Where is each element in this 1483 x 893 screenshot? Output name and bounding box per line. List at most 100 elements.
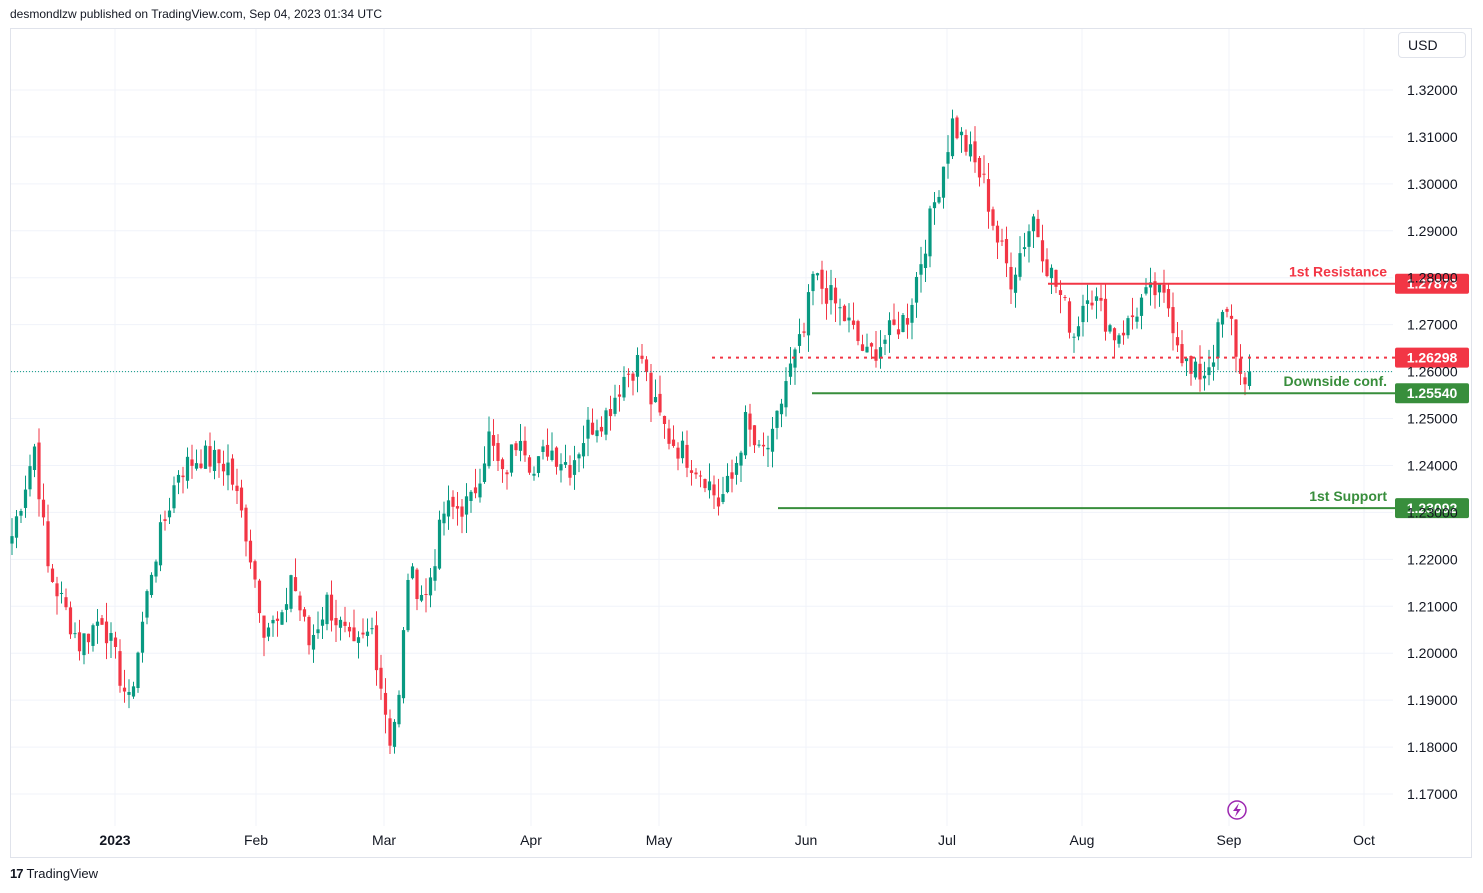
candle-body bbox=[586, 419, 590, 439]
candle bbox=[221, 450, 226, 486]
candle bbox=[842, 304, 847, 322]
candle-body bbox=[1112, 328, 1117, 341]
candle bbox=[230, 454, 235, 491]
candle bbox=[1238, 344, 1243, 386]
candle bbox=[1135, 307, 1139, 329]
candle bbox=[950, 109, 955, 160]
candle-body bbox=[451, 496, 455, 507]
candle bbox=[959, 127, 964, 153]
candle-body bbox=[446, 500, 451, 517]
candle-body bbox=[208, 446, 212, 467]
price-axis[interactable]: 1.32000 1.31000 1.30000 1.29000 1.28000 1.270… bbox=[1407, 82, 1458, 802]
candle bbox=[464, 483, 469, 533]
candle bbox=[37, 428, 41, 517]
candle bbox=[1054, 269, 1058, 294]
candle-body bbox=[842, 305, 847, 322]
candle bbox=[176, 470, 181, 495]
candle bbox=[1126, 315, 1130, 339]
candle bbox=[253, 559, 257, 588]
candle bbox=[1211, 344, 1216, 381]
candle-body bbox=[1085, 300, 1090, 304]
candle bbox=[131, 681, 136, 699]
candle bbox=[401, 626, 406, 704]
candle-body bbox=[230, 458, 235, 485]
candle-body bbox=[491, 435, 496, 446]
candle bbox=[1216, 318, 1220, 371]
candle-body bbox=[1175, 337, 1180, 346]
candle bbox=[361, 618, 365, 639]
candle-body bbox=[379, 667, 383, 689]
candle bbox=[203, 440, 208, 469]
candle bbox=[676, 442, 680, 471]
candle bbox=[32, 443, 37, 478]
candle-body bbox=[910, 304, 914, 323]
candle bbox=[1153, 272, 1157, 309]
candle-body bbox=[217, 449, 221, 464]
candle bbox=[14, 510, 19, 549]
x-tick-label: May bbox=[646, 832, 672, 848]
candle bbox=[865, 333, 869, 353]
candle bbox=[64, 588, 68, 611]
candle-body bbox=[901, 314, 905, 333]
candle-body bbox=[1049, 267, 1054, 279]
candle-body bbox=[995, 225, 1000, 243]
candle-body bbox=[1225, 308, 1229, 312]
candle-body bbox=[829, 285, 833, 301]
candle-body bbox=[1022, 247, 1027, 250]
candle bbox=[77, 619, 82, 661]
candle-body bbox=[248, 540, 253, 563]
candle bbox=[289, 574, 293, 613]
candle bbox=[158, 514, 163, 572]
candle-body bbox=[86, 633, 91, 643]
y-tick-label: 1.22000 bbox=[1407, 551, 1458, 567]
candle bbox=[946, 135, 950, 179]
candle-body bbox=[716, 497, 721, 507]
candle-body bbox=[599, 426, 604, 432]
candle bbox=[275, 611, 280, 637]
candle-body bbox=[55, 583, 59, 597]
candle-body bbox=[194, 463, 199, 469]
candle-body bbox=[928, 208, 932, 257]
candle bbox=[1022, 232, 1027, 257]
y-tick-label: 1.21000 bbox=[1407, 598, 1458, 614]
candle bbox=[352, 609, 356, 642]
candle-body bbox=[734, 462, 739, 475]
candle bbox=[82, 633, 86, 665]
candle bbox=[19, 508, 23, 524]
candle-body bbox=[959, 131, 964, 136]
candle bbox=[599, 416, 604, 437]
currency-selector[interactable]: USD bbox=[1398, 32, 1466, 58]
y-tick-label: 1.29000 bbox=[1407, 223, 1458, 239]
candle-body bbox=[104, 621, 109, 644]
candle bbox=[766, 435, 770, 467]
candle bbox=[653, 379, 658, 403]
candle-body bbox=[784, 381, 788, 408]
candle bbox=[55, 576, 59, 615]
candle bbox=[590, 408, 595, 436]
level-price-label: 1.27873 bbox=[1407, 276, 1458, 292]
y-tick-label: 1.24000 bbox=[1407, 457, 1458, 473]
candle-body bbox=[725, 475, 730, 493]
candle-body bbox=[532, 473, 536, 476]
candle bbox=[226, 444, 230, 491]
candle-body bbox=[406, 579, 410, 631]
replay-icon[interactable] bbox=[1227, 800, 1247, 820]
time-axis[interactable]: 2023 Feb Mar Apr May Jun Jul Aug Sep Oct bbox=[99, 832, 1375, 848]
candle-body bbox=[221, 463, 226, 472]
candle-body bbox=[1220, 311, 1225, 325]
candle-body bbox=[694, 472, 698, 475]
candle bbox=[991, 206, 995, 231]
candle-body bbox=[626, 373, 631, 375]
candle-body bbox=[509, 444, 514, 473]
candle bbox=[622, 366, 626, 401]
candle-body bbox=[658, 393, 662, 413]
y-tick-label: 1.27000 bbox=[1407, 317, 1458, 333]
candle bbox=[199, 449, 203, 470]
x-tick-label: Mar bbox=[372, 832, 396, 848]
candle bbox=[104, 602, 109, 660]
candle-body bbox=[1238, 358, 1243, 374]
candle bbox=[613, 384, 617, 417]
candle bbox=[716, 478, 721, 516]
footer[interactable]: 17 TradingView bbox=[10, 866, 98, 881]
